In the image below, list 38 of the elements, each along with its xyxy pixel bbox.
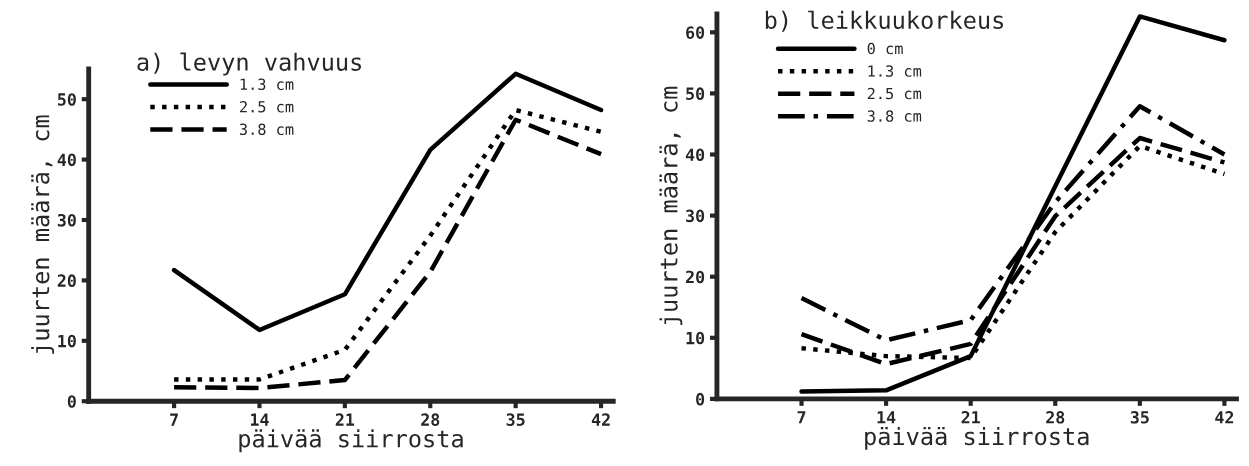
y-tick-label: 40 [57, 153, 76, 167]
y-tick-label: 20 [685, 270, 705, 284]
x-tick-label: 14 [877, 411, 896, 424]
legend-label: 2.5 cm [240, 100, 294, 113]
x-tick-label: 14 [250, 413, 269, 426]
chart-title: a) levyn vahvuus [137, 52, 361, 76]
x-tick-label: 42 [591, 413, 610, 426]
y-tick-label: 30 [57, 213, 76, 227]
y-tick-label: 0 [696, 392, 705, 406]
legend-label: 2.5 cm [867, 87, 922, 100]
y-tick-label: 20 [57, 274, 76, 287]
x-tick-label: 35 [1130, 411, 1149, 424]
x-tick-label: 42 [1215, 411, 1234, 424]
x-axis-title: päivää siirrosta [865, 426, 1089, 450]
x-tick-label: 21 [335, 413, 355, 426]
legend-label: 3.8 cm [239, 123, 294, 136]
y-tick-label: 30 [686, 209, 705, 223]
y-axis-title: juurten määrä, cm [31, 115, 55, 354]
x-tick-label: 28 [421, 413, 440, 426]
y-tick-label: 40 [685, 148, 705, 162]
y-tick-label: 10 [686, 331, 705, 345]
y-axis-title: juurten määrä, cm [659, 86, 683, 326]
legend-label: 1.3 cm [240, 78, 294, 91]
x-tick-label: 7 [170, 413, 178, 426]
x-tick-label: 7 [797, 411, 806, 424]
chart-title: b) leikkuukorkeus [765, 10, 1004, 32]
y-tick-label: 50 [686, 87, 705, 100]
y-tick-label: 50 [57, 93, 76, 106]
x-tick-label: 35 [506, 413, 525, 426]
y-tick-label: 60 [686, 26, 705, 39]
legend-label: 0 cm [867, 42, 903, 55]
x-tick-label: 21 [961, 411, 980, 424]
x-tick-label: 28 [1046, 411, 1065, 424]
y-tick-label: 0 [67, 395, 76, 408]
x-axis-title: päivää siirrosta [239, 429, 463, 453]
legend-label: 3.8 cm [867, 110, 922, 122]
y-tick-label: 10 [58, 334, 76, 348]
legend-label: 1.3 cm [868, 65, 922, 77]
